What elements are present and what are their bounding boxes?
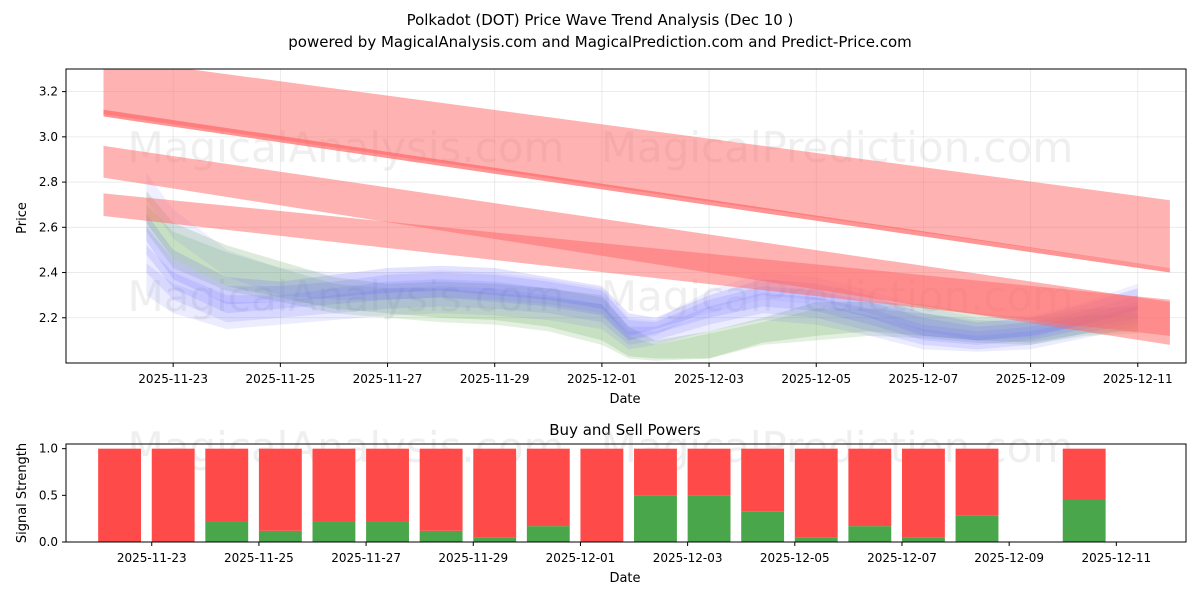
chart-title: Polkadot (DOT) Price Wave Trend Analysis… bbox=[407, 11, 794, 29]
signal-x-tick-label: 2025-11-25 bbox=[224, 551, 294, 565]
price-axes-frame bbox=[65, 68, 1187, 364]
sell-bar bbox=[151, 448, 195, 542]
buy-bar bbox=[634, 495, 677, 542]
price-x-tick-label: 2025-11-23 bbox=[138, 372, 208, 386]
price-y-tick-label: 2.6 bbox=[39, 220, 58, 234]
buy-bar bbox=[687, 495, 731, 542]
blue-band-2 bbox=[146, 227, 1138, 345]
sell-bar bbox=[580, 448, 624, 542]
signal-y-tick-label: 1.0 bbox=[39, 442, 58, 456]
price-x-label: Date bbox=[609, 392, 640, 407]
signal-y-label: Signal Strength bbox=[15, 443, 30, 543]
signal-bars bbox=[98, 448, 1106, 542]
sell-bar bbox=[473, 448, 517, 538]
buy-bar bbox=[901, 537, 945, 542]
sell-bar bbox=[366, 448, 409, 522]
signal-x-tick-label: 2025-12-03 bbox=[653, 551, 723, 565]
buy-bar bbox=[794, 537, 838, 542]
buy-bar bbox=[258, 530, 302, 542]
price-y-tick-label: 2.2 bbox=[39, 311, 58, 325]
price-y-tick-label: 3.2 bbox=[39, 85, 58, 99]
price-y-tick-label: 3.0 bbox=[39, 130, 58, 144]
buy-bar bbox=[473, 537, 517, 542]
green-band bbox=[146, 191, 1138, 359]
price-x-ticks: 2025-11-23 2025-11-25 2025-11-27 2025-11-29… bbox=[138, 363, 1173, 386]
price-x-tick-label: 2025-12-09 bbox=[996, 372, 1066, 386]
trend-line bbox=[103, 109, 1170, 273]
sell-bar bbox=[312, 448, 356, 522]
price-x-tick-label: 2025-11-25 bbox=[245, 372, 315, 386]
price-x-tick-label: 2025-12-07 bbox=[889, 372, 959, 386]
price-plot: MagicalAnalysis.com MagicalPrediction.co… bbox=[15, 68, 1187, 407]
sell-bar bbox=[258, 448, 302, 531]
buy-bar bbox=[741, 511, 785, 542]
signal-watermarks: MagicalAnalysis.com MagicalPrediction.co… bbox=[128, 423, 1074, 472]
signal-x-tick-label: 2025-12-01 bbox=[546, 551, 616, 565]
signal-x-tick-label: 2025-12-11 bbox=[1081, 551, 1151, 565]
price-y-ticks: 2.2 2.4 2.6 2.8 3.0 3.2 bbox=[39, 85, 66, 325]
sell-bar bbox=[419, 448, 463, 531]
buy-bar bbox=[1062, 500, 1106, 542]
blue-band-3 bbox=[146, 245, 1138, 350]
sell-bar bbox=[1062, 448, 1106, 500]
buy-bar bbox=[955, 515, 999, 542]
lower-trend-band bbox=[103, 193, 1170, 336]
watermark-3: MagicalAnalysis.com bbox=[128, 272, 565, 321]
sell-bar bbox=[955, 448, 999, 516]
sell-bar bbox=[634, 448, 677, 496]
buy-bar bbox=[366, 521, 409, 542]
sell-bar bbox=[526, 448, 570, 527]
price-y-tick-label: 2.4 bbox=[39, 266, 58, 280]
signal-x-tick-label: 2025-11-23 bbox=[117, 551, 187, 565]
upper-trend-band bbox=[103, 69, 1170, 268]
sell-bar bbox=[687, 448, 731, 496]
price-y-label: Price bbox=[15, 202, 30, 234]
signal-y-tick-label: 0.0 bbox=[39, 535, 58, 549]
chart-subtitle: powered by MagicalAnalysis.com and Magic… bbox=[288, 33, 912, 51]
signal-x-tick-label: 2025-12-07 bbox=[867, 551, 937, 565]
price-y-tick-label: 2.8 bbox=[39, 175, 58, 189]
signal-y-ticks: 0.0 0.5 1.0 bbox=[39, 442, 66, 549]
price-x-tick-label: 2025-12-01 bbox=[567, 372, 637, 386]
signal-x-tick-label: 2025-11-29 bbox=[438, 551, 508, 565]
signal-y-tick-label: 0.5 bbox=[39, 488, 58, 502]
blue-band-4 bbox=[146, 263, 1138, 352]
buy-bar bbox=[526, 526, 570, 542]
signal-plot: Buy and Sell Powers MagicalAnalysis.com … bbox=[15, 421, 1187, 586]
signal-x-ticks: 2025-11-23 2025-11-25 2025-11-27 2025-11-29… bbox=[117, 542, 1151, 565]
buy-bar bbox=[312, 521, 356, 542]
signal-axes-frame bbox=[65, 443, 1187, 543]
sell-bar bbox=[205, 448, 249, 522]
signal-x-tick-label: 2025-12-09 bbox=[974, 551, 1044, 565]
signal-title: Buy and Sell Powers bbox=[549, 421, 701, 439]
signal-x-tick-label: 2025-11-27 bbox=[331, 551, 401, 565]
signal-x-label: Date bbox=[609, 571, 640, 586]
price-bands bbox=[103, 69, 1170, 361]
signal-x-tick-label: 2025-12-05 bbox=[760, 551, 830, 565]
sell-bar bbox=[741, 448, 785, 512]
price-x-tick-label: 2025-12-05 bbox=[781, 372, 851, 386]
price-x-tick-label: 2025-12-03 bbox=[674, 372, 744, 386]
buy-bar bbox=[848, 526, 892, 542]
sell-bar bbox=[794, 448, 838, 538]
price-x-tick-label: 2025-11-29 bbox=[460, 372, 530, 386]
blue-band-1 bbox=[146, 213, 1138, 341]
green-band-2 bbox=[146, 204, 1138, 361]
buy-bar bbox=[205, 521, 249, 542]
sell-bar bbox=[901, 448, 945, 538]
price-x-tick-label: 2025-11-27 bbox=[353, 372, 423, 386]
price-x-tick-label: 2025-12-11 bbox=[1103, 372, 1173, 386]
buy-bar bbox=[419, 530, 463, 542]
sell-bar bbox=[98, 448, 142, 542]
sell-bar bbox=[848, 448, 892, 527]
